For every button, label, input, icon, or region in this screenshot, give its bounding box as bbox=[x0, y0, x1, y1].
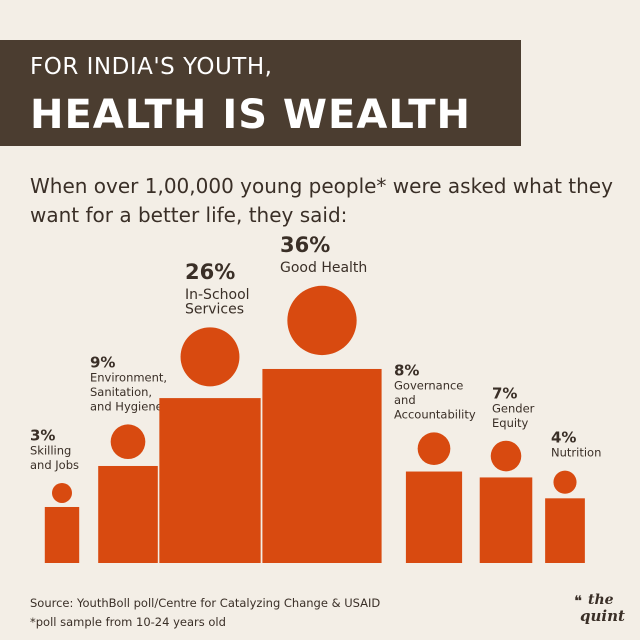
person-head-1 bbox=[51, 482, 73, 503]
logo-text-quint: quint bbox=[580, 607, 625, 625]
person-body-1 bbox=[44, 506, 80, 563]
title-line-2: HEALTH IS WEALTH bbox=[30, 92, 471, 138]
category-label-5-line-3: Accountability bbox=[394, 407, 476, 421]
person-body-3 bbox=[159, 398, 261, 563]
title-line-1: FOR INDIA'S YOUTH, bbox=[30, 54, 273, 80]
percent-label-3: 26% bbox=[185, 260, 235, 284]
person-body-7 bbox=[545, 498, 585, 563]
percent-label-5: 8% bbox=[394, 361, 419, 379]
person-head-3 bbox=[180, 327, 240, 387]
percent-label-1: 3% bbox=[30, 426, 55, 444]
speech-bubble-icon: ❝ bbox=[574, 592, 583, 610]
category-label-2-line-3: and Hygiene bbox=[90, 399, 163, 413]
source-note: Source: YouthBoll poll/Centre for Cataly… bbox=[30, 596, 381, 610]
category-label-3-line-2: Services bbox=[185, 301, 244, 317]
category-label-3-line-1: In-School bbox=[185, 287, 250, 303]
percent-label-7: 4% bbox=[551, 429, 576, 447]
category-label-6-line-2: Equity bbox=[492, 416, 529, 430]
brand-logo: ❝ the quint bbox=[574, 590, 626, 634]
category-label-7-line-1: Nutrition bbox=[551, 446, 601, 460]
category-label-1-line-1: Skilling bbox=[30, 443, 71, 457]
logo-text-the: the bbox=[588, 592, 614, 608]
percent-label-4: 36% bbox=[280, 233, 330, 257]
category-label-5-line-2: and bbox=[394, 393, 416, 407]
category-label-5-line-1: Governance bbox=[394, 378, 463, 392]
person-body-4 bbox=[262, 368, 382, 563]
title-banner: FOR INDIA'S YOUTH, HEALTH IS WEALTH bbox=[0, 40, 521, 146]
sample-note: *poll sample from 10-24 years old bbox=[30, 615, 226, 629]
category-label-2-line-2: Sanitation, bbox=[90, 385, 152, 399]
category-label-6-line-1: Gender bbox=[492, 401, 535, 415]
category-label-2-line-1: Environment, bbox=[90, 370, 167, 384]
person-head-7 bbox=[553, 470, 577, 494]
subtitle: When over 1,00,000 young people* were as… bbox=[30, 174, 613, 227]
category-label-1-line-2: and Jobs bbox=[30, 458, 79, 472]
person-head-6 bbox=[490, 440, 522, 472]
percent-label-6: 7% bbox=[492, 384, 517, 402]
person-body-5 bbox=[405, 471, 463, 563]
person-body-6 bbox=[479, 477, 533, 563]
percent-label-2: 9% bbox=[90, 353, 115, 371]
person-head-4 bbox=[287, 285, 357, 356]
person-head-2 bbox=[110, 424, 146, 460]
person-body-2 bbox=[98, 465, 158, 563]
person-head-5 bbox=[417, 432, 451, 465]
category-label-4-line-1: Good Health bbox=[280, 260, 367, 276]
